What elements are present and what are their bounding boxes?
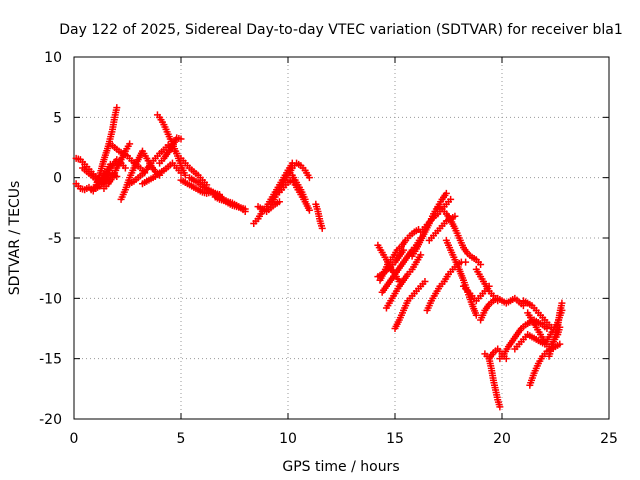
data-point xyxy=(181,171,189,179)
series-arc-10 xyxy=(138,159,185,188)
series-arc-40 xyxy=(485,355,504,411)
data-point xyxy=(305,206,313,214)
series-arc-8 xyxy=(106,140,149,177)
chart-title: Day 122 of 2025, Sidereal Day-to-day VTE… xyxy=(59,22,622,38)
series-arc-22 xyxy=(284,166,309,203)
x-tick-label: 10 xyxy=(279,431,297,447)
series-arc-28 xyxy=(374,246,408,281)
x-tick-label: 5 xyxy=(177,431,186,447)
series-arc-29 xyxy=(391,277,429,332)
series-arc-7 xyxy=(117,147,164,203)
data-point xyxy=(462,258,470,266)
y-tick-label: -15 xyxy=(39,352,62,368)
series-arc-34 xyxy=(434,204,485,269)
series-arc-13 xyxy=(177,154,211,189)
data-point xyxy=(442,189,450,197)
y-tick-label: -10 xyxy=(39,291,62,307)
series-arc-46 xyxy=(545,299,566,360)
y-tick-label: 5 xyxy=(53,110,62,126)
series-arc-12 xyxy=(156,134,185,167)
data-point xyxy=(558,299,566,307)
data-point xyxy=(451,212,459,220)
series-arc-17 xyxy=(211,193,249,213)
y-axis-label: SDTVAR / TECUs xyxy=(7,181,23,296)
x-tick-label: 0 xyxy=(70,431,79,447)
data-point xyxy=(477,261,485,269)
axis-ticks: 0 5 10 15 20 25 -20 -15 -10 -5 0 5 10 xyxy=(39,50,618,447)
data-point xyxy=(447,195,455,203)
grid xyxy=(74,57,609,419)
data-point xyxy=(318,224,326,232)
data-point xyxy=(301,195,309,203)
data-point xyxy=(556,340,564,348)
series-arc-41 xyxy=(496,316,551,363)
data-point xyxy=(113,104,121,112)
x-axis-label: GPS time / hours xyxy=(282,459,399,475)
y-tick-label: -20 xyxy=(39,412,62,428)
data-point xyxy=(472,311,480,319)
series-arc-44 xyxy=(526,340,564,389)
y-tick-label: -5 xyxy=(48,231,62,247)
data-point xyxy=(543,325,551,332)
data-point xyxy=(305,174,313,182)
y-tick-label: 10 xyxy=(44,50,62,66)
data-point xyxy=(177,135,185,143)
data-point xyxy=(126,140,134,148)
series-arc-27 xyxy=(382,251,425,312)
y-tick-label: 0 xyxy=(53,171,62,187)
data-point xyxy=(502,355,510,363)
series-arc-45 xyxy=(519,297,562,339)
data-point xyxy=(241,205,249,213)
series-arc-37 xyxy=(472,265,502,305)
x-tick-label: 25 xyxy=(600,431,618,447)
data-point xyxy=(400,246,408,254)
data-points xyxy=(72,104,566,411)
data-point xyxy=(121,164,129,172)
data-point xyxy=(275,198,283,206)
data-point xyxy=(113,172,121,180)
series-arc-35 xyxy=(442,236,480,319)
series-arc-33 xyxy=(423,258,470,314)
x-tick-label: 15 xyxy=(386,431,404,447)
series-arc-23 xyxy=(312,200,326,232)
data-point xyxy=(417,251,425,259)
data-point xyxy=(421,277,429,285)
x-tick-label: 20 xyxy=(493,431,511,447)
data-point xyxy=(496,403,504,411)
